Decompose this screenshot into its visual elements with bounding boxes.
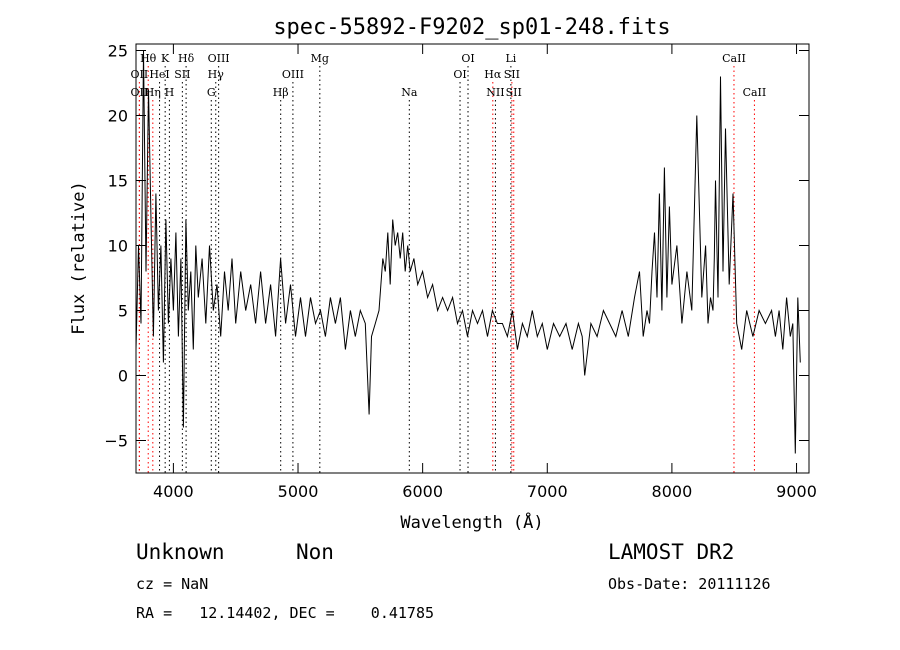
emission-line-label: HeI <box>149 68 169 81</box>
coordinates: RA = 12.14402, DEC = 0.41785 <box>136 604 435 622</box>
emission-line-label: NII <box>486 86 504 99</box>
emission-line-label: OI <box>461 52 474 65</box>
y-tick-label: 15 <box>108 172 128 191</box>
emission-line-label: Hα <box>484 68 502 81</box>
emission-line-label: H <box>165 86 175 99</box>
chart-title: spec-55892-F9202_sp01-248.fits <box>273 15 670 40</box>
survey-name: LAMOST DR2 <box>608 540 735 564</box>
emission-line-label: OI <box>453 68 466 81</box>
y-tick-label: 5 <box>118 302 128 321</box>
emission-line-label: Hθ <box>140 52 157 65</box>
emission-line-label: SII <box>174 68 190 81</box>
spectrum-line <box>135 50 801 454</box>
y-tick-label: 10 <box>108 237 128 256</box>
plot-frame <box>135 43 810 474</box>
y-tick-label: −5 <box>104 432 128 451</box>
classification: Unknown <box>136 540 225 564</box>
axis-ticks: 4000 5000 6000 7000 8000 9000 −5 0 5 10 15 20 25 <box>104 42 816 502</box>
subclass: Non <box>296 540 334 564</box>
y-tick-label: 0 <box>118 367 128 386</box>
x-tick-label: 5000 <box>278 482 319 501</box>
x-tick-label: 7000 <box>527 482 568 501</box>
obs-date: Obs-Date: 20111126 <box>608 575 771 593</box>
emission-line-label: CaII <box>743 86 767 99</box>
x-tick-label: 6000 <box>402 482 443 501</box>
x-tick-label: 8000 <box>652 482 693 501</box>
emission-line-label: Hη <box>145 86 161 99</box>
spectrum-series <box>135 50 801 454</box>
x-axis-label: Wavelength (Å) <box>400 511 543 533</box>
emission-line-label: OII <box>131 68 149 81</box>
emission-line-label: Hβ <box>273 86 289 99</box>
emission-line-label: SII <box>504 68 520 81</box>
redshift-cz: cz = NaN <box>136 575 209 593</box>
emission-line-label: SII <box>506 86 522 99</box>
y-tick-label: 20 <box>108 107 128 126</box>
emission-line-label: Mg <box>311 52 329 65</box>
x-tick-label: 4000 <box>153 482 194 501</box>
emission-line-label: Hδ <box>178 52 195 65</box>
x-tick-label: 9000 <box>776 482 817 501</box>
emission-line-label: Li <box>505 52 516 65</box>
emission-line-label: K <box>161 52 170 65</box>
y-tick-label: 25 <box>108 42 128 61</box>
emission-line-label: G <box>207 86 216 99</box>
emission-line-label: CaII <box>722 52 746 65</box>
emission-line-label: Hγ <box>208 68 225 81</box>
emission-line-label: OIII <box>208 52 230 65</box>
emission-line-label: OIII <box>282 68 304 81</box>
emission-line-label: Na <box>401 86 418 99</box>
y-axis-label: Flux (relative) <box>69 181 89 335</box>
